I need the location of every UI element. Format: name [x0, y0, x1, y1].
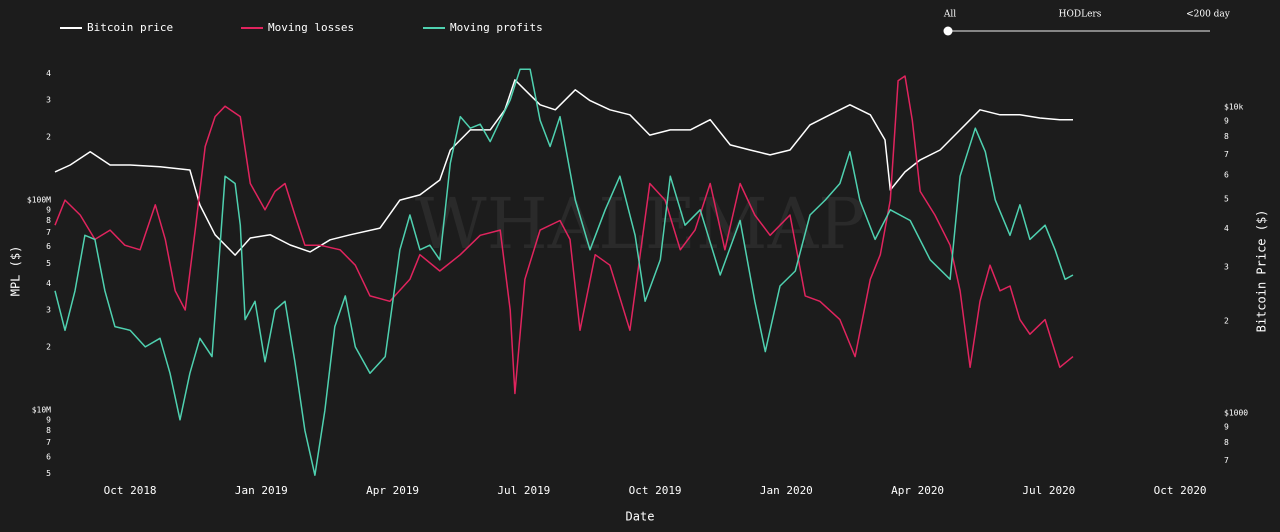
- y2-axis-title: Bitcoin Price ($): [1255, 210, 1269, 333]
- y2-tick-label: 8: [1224, 438, 1229, 447]
- y2-tick-label: 2: [1224, 316, 1229, 325]
- x-tick-label: Apr 2020: [891, 484, 944, 497]
- x-tick-label: Oct 2018: [104, 484, 157, 497]
- x-tick-label: Jan 2020: [760, 484, 813, 497]
- y-tick-label: 5: [46, 259, 51, 268]
- x-tick-label: Apr 2019: [366, 484, 419, 497]
- y2-tick-label: 7: [1224, 456, 1229, 465]
- y-tick-label: 5: [46, 469, 51, 478]
- y2-tick-label: $1000: [1224, 409, 1248, 418]
- y2-tick-label: 3: [1224, 262, 1229, 271]
- slider-label[interactable]: <200 day: [1186, 10, 1231, 20]
- x-tick-label: Oct 2020: [1154, 484, 1207, 497]
- x-axis-title: Date: [626, 510, 655, 524]
- y-tick-label: 9: [46, 415, 51, 424]
- y-tick-label: 7: [46, 228, 51, 237]
- series-line: [54, 68, 1074, 476]
- y-tick-label: $100M: [27, 196, 51, 205]
- series-line: [54, 75, 1074, 395]
- y2-tick-label: 9: [1224, 423, 1229, 432]
- y-tick-label: $10M: [32, 406, 51, 415]
- y-tick-label: 7: [46, 438, 51, 447]
- y-tick-label: 4: [46, 69, 51, 78]
- y2-tick-label: 9: [1224, 116, 1229, 125]
- y-tick-label: 2: [46, 132, 51, 141]
- x-tick-label: Oct 2019: [629, 484, 682, 497]
- y-tick-label: 3: [46, 305, 51, 314]
- x-tick-label: Jul 2020: [1022, 484, 1075, 497]
- slider-label[interactable]: All: [943, 10, 956, 20]
- x-tick-label: Jul 2019: [497, 484, 550, 497]
- y-tick-label: 8: [46, 426, 51, 435]
- y-tick-label: 4: [46, 279, 51, 288]
- y-tick-label: 3: [46, 95, 51, 104]
- legend-label: Moving losses: [268, 21, 354, 34]
- slider-label[interactable]: HODLers: [1059, 10, 1102, 20]
- y-tick-label: 2: [46, 342, 51, 351]
- y-tick-label: 6: [46, 242, 51, 251]
- y2-tick-label: 7: [1224, 150, 1229, 159]
- y2-tick-label: 6: [1224, 170, 1229, 179]
- y-tick-label: 8: [46, 216, 51, 225]
- y2-tick-label: 4: [1224, 224, 1229, 233]
- legend-label: Bitcoin price: [87, 21, 173, 34]
- y2-tick-label: $10k: [1224, 102, 1243, 111]
- y2-tick-label: 8: [1224, 132, 1229, 141]
- slider-knob[interactable]: [943, 26, 953, 36]
- y-tick-label: 9: [46, 205, 51, 214]
- y-tick-label: 6: [46, 452, 51, 461]
- y-axis-title: MPL ($): [9, 246, 23, 297]
- legend-label: Moving profits: [450, 21, 543, 34]
- y2-tick-label: 5: [1224, 195, 1229, 204]
- series-line: [54, 79, 1073, 256]
- x-tick-label: Jan 2019: [235, 484, 288, 497]
